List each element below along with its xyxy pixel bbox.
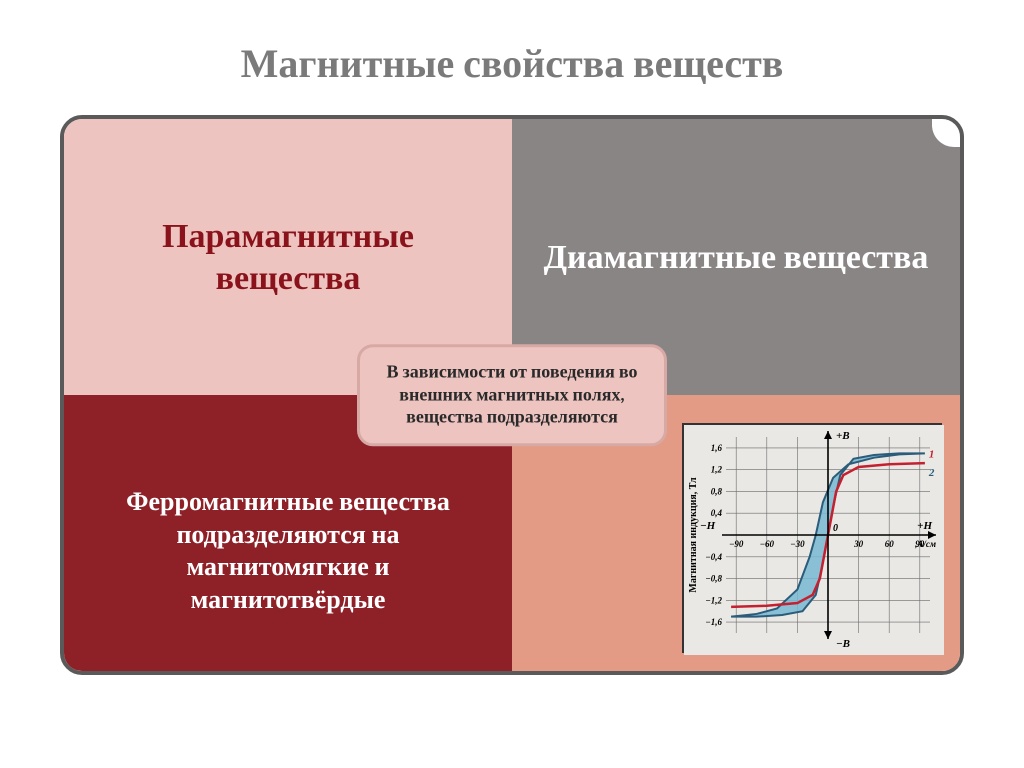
svg-text:1,6: 1,6 [711,443,723,453]
svg-text:Магнитная индукция, Тл: Магнитная индукция, Тл [688,477,699,593]
page-title: Магнитные свойства веществ [60,40,964,87]
hysteresis-chart: −90−60−30306090−1,6−1,2−0,8−0,40,40,81,2… [682,423,942,653]
svg-text:0,4: 0,4 [711,508,723,518]
chart-svg: −90−60−30306090−1,6−1,2−0,8−0,40,40,81,2… [684,425,944,655]
svg-text:1: 1 [929,448,935,460]
cell-label: Диамагнитные вещества [544,236,929,279]
svg-text:−90: −90 [729,539,744,549]
svg-text:−0,8: −0,8 [705,574,722,584]
svg-text:30: 30 [853,539,864,549]
center-badge-text: В зависимости от поведения во внешних ма… [387,361,638,427]
svg-text:+H: +H [917,520,932,532]
svg-text:0,8: 0,8 [711,486,723,496]
svg-text:0: 0 [833,523,838,534]
cell-label: Ферромагнитные вещества подразделяются н… [88,486,488,616]
slide: Магнитные свойства веществ Парамагнитные… [0,0,1024,768]
svg-text:,А/см: ,А/см [914,539,936,549]
center-badge: В зависимости от поведения во внешних ма… [357,344,667,446]
svg-text:+B: +B [836,430,850,442]
svg-text:−B: −B [836,638,850,650]
cell-label: Парамагнитные вещества [88,215,488,300]
svg-text:−60: −60 [760,539,775,549]
svg-text:60: 60 [885,539,895,549]
svg-text:−1,6: −1,6 [705,617,722,627]
svg-text:2: 2 [928,467,935,479]
svg-text:1,2: 1,2 [711,465,723,475]
svg-text:−30: −30 [790,539,805,549]
svg-text:−0,4: −0,4 [705,552,722,562]
content-frame: Парамагнитные вещества Диамагнитные веще… [60,115,964,675]
svg-text:−H: −H [700,520,716,532]
svg-text:−1,2: −1,2 [705,595,722,605]
